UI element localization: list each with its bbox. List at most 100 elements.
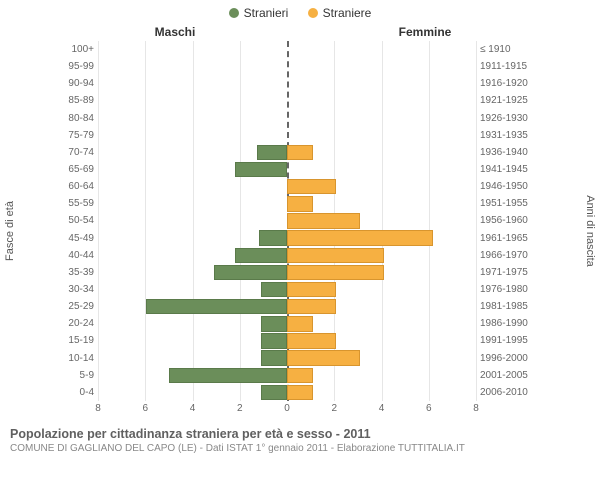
x-tick: 4 bbox=[379, 403, 385, 414]
age-label: 5-9 bbox=[54, 370, 98, 381]
title-right: Femmine bbox=[300, 25, 600, 39]
male-half bbox=[98, 212, 287, 229]
age-label: 10-14 bbox=[54, 353, 98, 364]
female-half bbox=[287, 41, 476, 58]
age-label: 60-64 bbox=[54, 181, 98, 192]
bar-area bbox=[98, 350, 476, 367]
age-label: 45-49 bbox=[54, 233, 98, 244]
pyramid-row: 70-74 1936-1940 bbox=[54, 144, 536, 161]
legend-dot-male bbox=[229, 8, 239, 18]
bar-area bbox=[98, 195, 476, 212]
female-half bbox=[287, 332, 476, 349]
male-bar bbox=[261, 316, 287, 331]
pyramid-row: 60-641946-1950 bbox=[54, 178, 536, 195]
pyramid-row: 30-341976-1980 bbox=[54, 281, 536, 298]
birth-label: 1961-1965 bbox=[476, 233, 536, 244]
male-half bbox=[98, 281, 287, 298]
male-half bbox=[98, 195, 287, 212]
x-tick: 8 bbox=[95, 403, 101, 414]
male-bar bbox=[257, 145, 287, 160]
female-half bbox=[287, 212, 476, 229]
age-label: 55-59 bbox=[54, 198, 98, 209]
male-half bbox=[98, 315, 287, 332]
age-label: 0-4 bbox=[54, 387, 98, 398]
bar-area bbox=[98, 144, 476, 161]
age-label: 35-39 bbox=[54, 267, 98, 278]
male-half bbox=[98, 110, 287, 127]
female-bar bbox=[287, 196, 313, 211]
pyramid-row: 40-44 1966-1970 bbox=[54, 247, 536, 264]
male-half bbox=[98, 92, 287, 109]
birth-label: 1931-1935 bbox=[476, 130, 536, 141]
birth-label: 1911-1915 bbox=[476, 61, 536, 72]
age-label: 20-24 bbox=[54, 318, 98, 329]
female-half bbox=[287, 58, 476, 75]
female-bar bbox=[287, 145, 313, 160]
male-half bbox=[98, 58, 287, 75]
birth-label: 1936-1940 bbox=[476, 147, 536, 158]
age-label: 90-94 bbox=[54, 78, 98, 89]
female-half bbox=[287, 178, 476, 195]
pyramid-row: 90-94 1916-1920 bbox=[54, 75, 536, 92]
age-label: 25-29 bbox=[54, 301, 98, 312]
plot-area: Fasce di età Anni di nascita 100+≤ 19109… bbox=[6, 41, 594, 421]
birth-label: 2006-2010 bbox=[476, 387, 536, 398]
birth-label: 1966-1970 bbox=[476, 250, 536, 261]
title-left: Maschi bbox=[0, 25, 300, 39]
footer: Popolazione per cittadinanza straniera p… bbox=[0, 421, 600, 454]
pyramid-row: 85-891921-1925 bbox=[54, 92, 536, 109]
female-bar bbox=[287, 282, 336, 297]
bar-area bbox=[98, 247, 476, 264]
age-label: 70-74 bbox=[54, 147, 98, 158]
female-bar bbox=[287, 316, 313, 331]
bar-area bbox=[98, 367, 476, 384]
female-half bbox=[287, 75, 476, 92]
male-half bbox=[98, 332, 287, 349]
female-bar bbox=[287, 248, 384, 263]
birth-label: 1951-1955 bbox=[476, 198, 536, 209]
female-half bbox=[287, 195, 476, 212]
birth-label: 1956-1960 bbox=[476, 215, 536, 226]
rows-container: 100+≤ 191095-991911-191590-941916-192085… bbox=[54, 41, 536, 401]
footer-title: Popolazione per cittadinanza straniera p… bbox=[10, 427, 590, 441]
male-half bbox=[98, 264, 287, 281]
male-bar bbox=[235, 248, 287, 263]
bar-area bbox=[98, 92, 476, 109]
bar-area bbox=[98, 230, 476, 247]
pyramid-row: 15-191991-1995 bbox=[54, 332, 536, 349]
birth-label: 1916-1920 bbox=[476, 78, 536, 89]
male-bar bbox=[146, 299, 287, 314]
x-tick: 6 bbox=[142, 403, 148, 414]
x-axis: 864202468 bbox=[98, 401, 476, 421]
female-half bbox=[287, 384, 476, 401]
bar-area bbox=[98, 281, 476, 298]
legend-dot-female bbox=[308, 8, 318, 18]
bar-area bbox=[98, 384, 476, 401]
male-bar bbox=[169, 368, 287, 383]
pyramid-row: 50-541956-1960 bbox=[54, 212, 536, 229]
birth-label: 1996-2000 bbox=[476, 353, 536, 364]
x-tick: 2 bbox=[331, 403, 337, 414]
bar-area bbox=[98, 212, 476, 229]
female-bar bbox=[287, 213, 360, 228]
population-pyramid-chart: Stranieri Straniere Maschi Femmine Fasce… bbox=[0, 0, 600, 500]
female-bar bbox=[287, 299, 336, 314]
bar-area bbox=[98, 127, 476, 144]
pyramid-row: 45-49 1961-1965 bbox=[54, 230, 536, 247]
male-half bbox=[98, 178, 287, 195]
bar-area bbox=[98, 332, 476, 349]
footer-subtitle: COMUNE DI GAGLIANO DEL CAPO (LE) - Dati … bbox=[10, 443, 590, 454]
male-half bbox=[98, 127, 287, 144]
birth-label: 1921-1925 bbox=[476, 95, 536, 106]
column-titles: Maschi Femmine bbox=[0, 21, 600, 41]
age-label: 30-34 bbox=[54, 284, 98, 295]
male-bar bbox=[261, 385, 287, 400]
y-left-label: Fasce di età bbox=[4, 201, 16, 261]
female-bar bbox=[287, 230, 433, 245]
female-bar bbox=[287, 350, 360, 365]
female-half bbox=[287, 127, 476, 144]
age-label: 40-44 bbox=[54, 250, 98, 261]
male-bar bbox=[261, 350, 287, 365]
male-half bbox=[98, 144, 287, 161]
male-bar bbox=[235, 162, 287, 177]
